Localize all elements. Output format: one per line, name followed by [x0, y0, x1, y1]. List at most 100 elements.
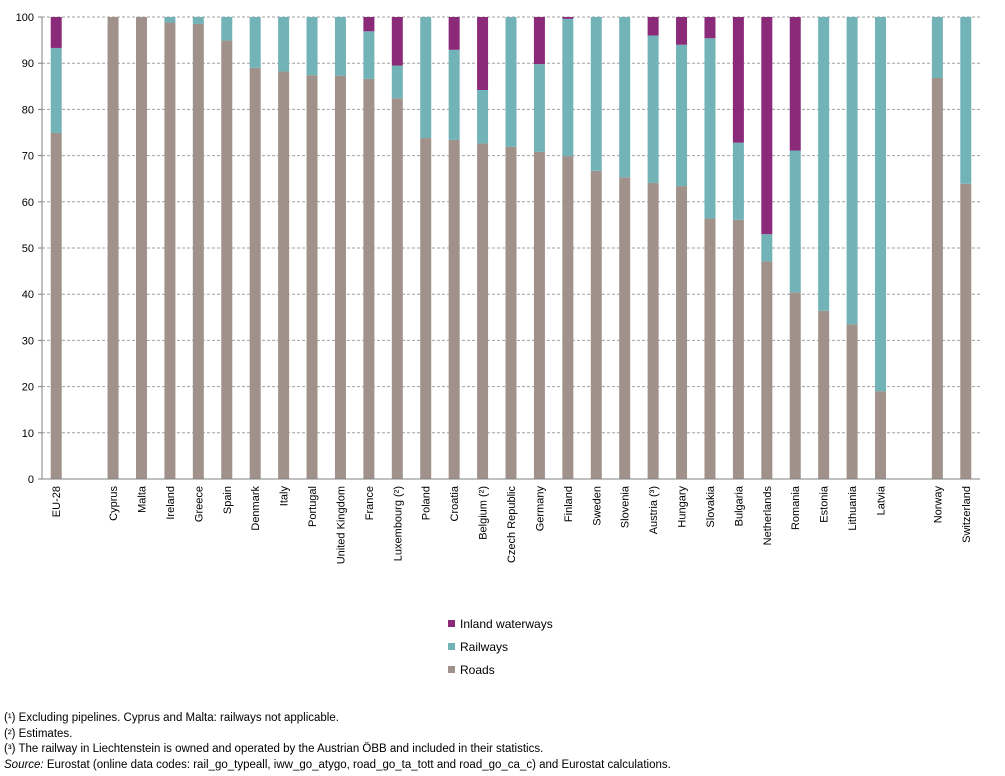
bar-roads: [192, 23, 204, 480]
x-tick-label: Netherlands: [762, 486, 774, 546]
bar-railways: [960, 17, 972, 184]
legend-swatch-railways: [448, 643, 455, 650]
bar-roads: [50, 132, 62, 479]
bar-inland-waterways: [477, 17, 489, 90]
y-tick-label: 90: [22, 58, 34, 70]
legend-item-roads: Roads: [448, 658, 553, 681]
legend-label: Railways: [460, 639, 509, 654]
footnote: (³) The railway in Liechtenstein is owne…: [4, 743, 544, 755]
x-tick-label: Sweden: [591, 486, 603, 526]
y-tick-label: 50: [22, 243, 34, 255]
bar-inland-waterways: [363, 17, 375, 32]
x-tick-label: Switzerland: [961, 486, 973, 543]
footnote: (¹) Excluding pipelines. Cyprus and Malt…: [4, 712, 339, 724]
bar-railways: [562, 18, 574, 157]
bar-inland-waterways: [50, 17, 62, 48]
bar-railways: [732, 142, 744, 220]
x-tick-label: Greece: [193, 486, 205, 522]
bar-railways: [533, 64, 545, 152]
y-tick-label: 10: [22, 428, 34, 440]
y-tick-label: 0: [28, 474, 34, 486]
x-tick-label: Slovakia: [705, 485, 717, 527]
source-text: Eurostat (online data codes: rail_go_typ…: [43, 758, 671, 771]
y-axis: 0 10 20 30 40 50 60 70 80 90 100: [16, 12, 43, 486]
bar-roads: [278, 71, 290, 480]
footnotes: (¹) Excluding pipelines. Cyprus and Malt…: [4, 711, 671, 773]
chart: 0 10 20 30 40 50 60 70 80 90 100 EU-28 Cyprus Malta I…: [16, 12, 980, 564]
bar-roads: [533, 151, 545, 480]
bar-roads: [505, 146, 517, 479]
legend: Inland waterways Railways Roads: [448, 612, 553, 681]
x-tick-label: Slovenia: [620, 485, 632, 528]
bar-railways: [249, 17, 261, 68]
y-tick-label: 40: [22, 289, 34, 301]
legend-swatch-inland-waterways: [448, 620, 455, 627]
footnote: (²) Estimates.: [4, 727, 73, 740]
bar-roads: [619, 177, 631, 479]
bar-inland-waterways: [732, 17, 744, 143]
bar-roads: [420, 138, 432, 479]
x-tick-label: Belgium (²): [478, 486, 490, 540]
bar-roads: [221, 40, 233, 479]
x-tick-label: France: [364, 486, 376, 520]
x-tick-label: Czech Republic: [506, 486, 518, 564]
legend-item-inland-waterways: Inland waterways: [448, 612, 553, 635]
bar-roads: [789, 292, 801, 479]
bar-roads: [931, 77, 943, 479]
source-label: Source:: [4, 758, 44, 771]
source-note: Source: Eurostat (online data codes: rai…: [4, 758, 671, 774]
x-tick-label: Hungary: [677, 486, 689, 528]
bars: [50, 17, 972, 480]
legend-item-railways: Railways: [448, 635, 553, 658]
legend-label: Inland waterways: [460, 616, 553, 631]
bar-railways: [306, 17, 318, 76]
x-tick-label: Bulgaria: [733, 485, 745, 526]
y-tick-label: 60: [22, 197, 34, 209]
bar-inland-waterways: [676, 17, 688, 45]
x-tick-label: Spain: [222, 486, 234, 514]
bar-railways: [448, 49, 460, 140]
bar-roads: [477, 143, 489, 479]
bar-roads: [164, 22, 176, 479]
y-tick-label: 70: [22, 151, 34, 163]
bar-railways: [590, 17, 602, 171]
bar-railways: [164, 17, 176, 23]
bar-roads: [107, 17, 119, 479]
bar-roads: [875, 391, 887, 479]
bar-roads: [676, 186, 688, 480]
x-tick-label: Romania: [790, 485, 802, 530]
bar-roads: [135, 17, 147, 479]
bar-inland-waterways: [562, 17, 574, 19]
x-tick-label: Norway: [932, 486, 944, 524]
bar-railways: [761, 234, 773, 262]
bar-railways: [192, 17, 204, 24]
bar-railways: [676, 44, 688, 187]
x-tick-label: Latvia: [876, 485, 888, 515]
y-tick-label: 30: [22, 335, 34, 347]
x-tick-label: EU-28: [51, 486, 63, 517]
bar-roads: [391, 98, 403, 479]
x-tick-label: Lithuania: [847, 485, 859, 531]
x-tick-label: Portugal: [307, 486, 319, 527]
bar-roads: [363, 78, 375, 480]
bar-roads: [590, 170, 602, 479]
x-tick-label: Malta: [136, 485, 148, 513]
bar-railways: [477, 89, 489, 144]
bar-railways: [846, 17, 858, 325]
bar-railways: [363, 31, 375, 79]
x-tick-label: Cyprus: [108, 486, 120, 521]
x-tick-label: Austria (³): [648, 486, 660, 534]
bar-roads: [334, 75, 346, 479]
x-axis: EU-28 Cyprus Malta Ireland Greece Spain Denmar…: [42, 478, 980, 564]
bar-railways: [50, 47, 62, 133]
bar-roads: [562, 156, 574, 479]
bar-railways: [221, 17, 233, 41]
bar-inland-waterways: [789, 17, 801, 151]
bar-roads: [761, 261, 773, 479]
bar-railways: [334, 17, 346, 76]
legend-swatch-roads: [448, 666, 455, 673]
bar-roads: [647, 182, 659, 479]
bar-railways: [818, 17, 830, 311]
bar-railways: [875, 17, 887, 392]
x-tick-label: Estonia: [819, 485, 831, 523]
